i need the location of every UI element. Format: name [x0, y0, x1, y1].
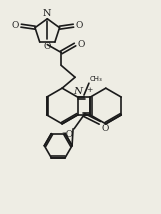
Text: O: O [44, 42, 51, 51]
Text: ⁻O: ⁻O [61, 130, 73, 139]
Text: CH₃: CH₃ [90, 76, 103, 82]
Text: +: + [86, 86, 92, 94]
Text: O: O [102, 124, 109, 133]
Text: O: O [77, 40, 84, 49]
Text: O: O [75, 21, 83, 30]
Text: N: N [43, 9, 52, 18]
Text: O: O [12, 21, 19, 30]
Text: N: N [73, 87, 82, 96]
